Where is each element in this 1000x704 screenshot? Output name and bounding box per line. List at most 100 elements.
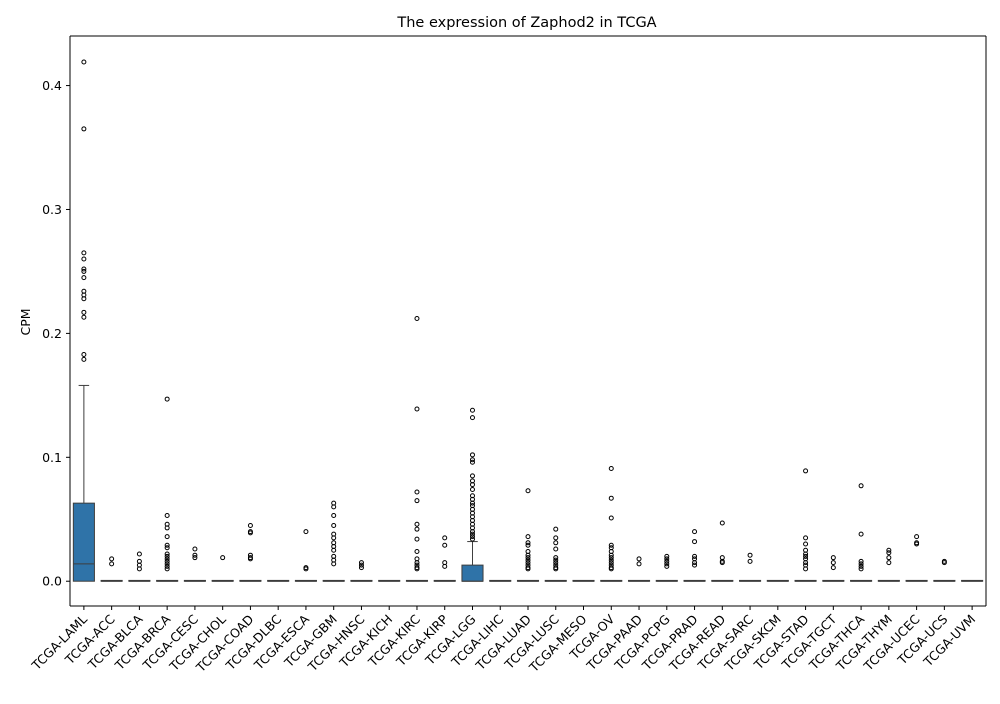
outlier-point xyxy=(608,542,614,548)
outlier-point xyxy=(664,553,670,559)
y-tick-label: 0.2 xyxy=(42,326,62,341)
outlier-point xyxy=(525,542,531,548)
chart-title: The expression of Zaphod2 in TCGA xyxy=(396,15,656,31)
box-group xyxy=(850,483,873,582)
outlier-point xyxy=(164,513,170,519)
outlier-point xyxy=(164,566,170,572)
outlier-point xyxy=(136,566,142,572)
outlier-point xyxy=(692,539,698,545)
outlier-point xyxy=(692,553,698,559)
outlier-point xyxy=(81,59,87,65)
outlier-point xyxy=(414,536,420,542)
outlier-point xyxy=(247,530,253,536)
outlier-point xyxy=(553,526,559,532)
outlier-point xyxy=(164,396,170,402)
outlier-point xyxy=(886,560,892,566)
outlier-point xyxy=(247,522,253,528)
outlier-point xyxy=(414,406,420,412)
box-group xyxy=(933,558,956,582)
outlier-point xyxy=(469,457,475,463)
box-group xyxy=(627,556,651,582)
outlier-point xyxy=(81,256,87,262)
outlier-point xyxy=(469,531,475,537)
outlier-point xyxy=(636,561,642,567)
outlier-point xyxy=(886,547,892,553)
box-group xyxy=(572,579,595,582)
outlier-point xyxy=(886,555,892,561)
outlier-point xyxy=(220,555,226,561)
outlier-point xyxy=(81,356,87,362)
box-group xyxy=(183,546,206,582)
outlier-point xyxy=(358,562,364,568)
outlier-point xyxy=(608,552,614,558)
outlier-point xyxy=(664,558,670,564)
box-group xyxy=(100,556,123,582)
outlier-point xyxy=(331,504,337,510)
outlier-point xyxy=(81,351,87,357)
outlier-point xyxy=(192,555,198,561)
box-group xyxy=(461,407,484,582)
outlier-point xyxy=(469,529,475,535)
outlier-point xyxy=(692,560,698,566)
outlier-point xyxy=(331,513,337,519)
outlier-point xyxy=(81,314,87,320)
outlier-point xyxy=(81,250,87,256)
outlier-point xyxy=(553,555,559,561)
outlier-point xyxy=(164,534,170,540)
outlier-point xyxy=(553,560,559,566)
outlier-point xyxy=(525,552,531,558)
outlier-point xyxy=(608,560,614,566)
y-tick-label: 0.1 xyxy=(42,450,62,465)
outlier-point xyxy=(469,407,475,413)
outlier-point xyxy=(247,556,253,562)
box-group xyxy=(905,534,928,582)
outlier-point xyxy=(136,551,142,557)
outlier-point xyxy=(858,563,864,569)
outlier-point xyxy=(525,566,531,572)
box-group xyxy=(294,529,317,582)
outlier-point xyxy=(692,562,698,568)
outlier-point xyxy=(747,558,753,564)
box-group xyxy=(128,551,151,582)
outlier-point xyxy=(525,555,531,561)
outlier-point xyxy=(469,487,475,493)
box-body xyxy=(461,564,484,582)
outlier-point xyxy=(858,531,864,537)
box-group xyxy=(405,316,429,582)
outlier-point xyxy=(414,526,420,532)
outlier-point xyxy=(469,459,475,465)
outlier-point xyxy=(553,546,559,552)
outlier-point xyxy=(525,557,531,563)
box-group xyxy=(156,396,179,582)
outlier-point xyxy=(858,566,864,572)
outlier-point xyxy=(469,536,475,542)
box-group xyxy=(766,579,789,582)
outlier-point xyxy=(81,275,87,281)
outlier-point xyxy=(830,560,836,566)
outlier-point xyxy=(164,556,170,562)
outlier-point xyxy=(442,542,448,548)
box-group xyxy=(350,560,373,582)
outlier-point xyxy=(830,555,836,561)
outlier-point xyxy=(414,489,420,495)
outlier-point xyxy=(331,561,337,567)
outlier-point xyxy=(914,541,920,547)
plot-area: 0.00.10.20.30.4TCGA-LAMLTCGA-ACCTCGA-BLC… xyxy=(28,35,987,676)
outlier-point xyxy=(469,482,475,488)
outlier-point xyxy=(164,525,170,531)
outlier-point xyxy=(303,529,309,535)
y-tick-label: 0.3 xyxy=(42,202,62,217)
outlier-point xyxy=(331,522,337,528)
outlier-point xyxy=(164,545,170,551)
outlier-point xyxy=(192,552,198,558)
outlier-point xyxy=(81,296,87,302)
outlier-point xyxy=(414,560,420,566)
outlier-point xyxy=(608,555,614,561)
box-group xyxy=(600,465,623,582)
outlier-point xyxy=(414,566,420,572)
box-group xyxy=(739,552,762,582)
box-group xyxy=(211,555,234,582)
outlier-point xyxy=(469,534,475,540)
box-group xyxy=(877,547,900,582)
outlier-point xyxy=(414,548,420,554)
